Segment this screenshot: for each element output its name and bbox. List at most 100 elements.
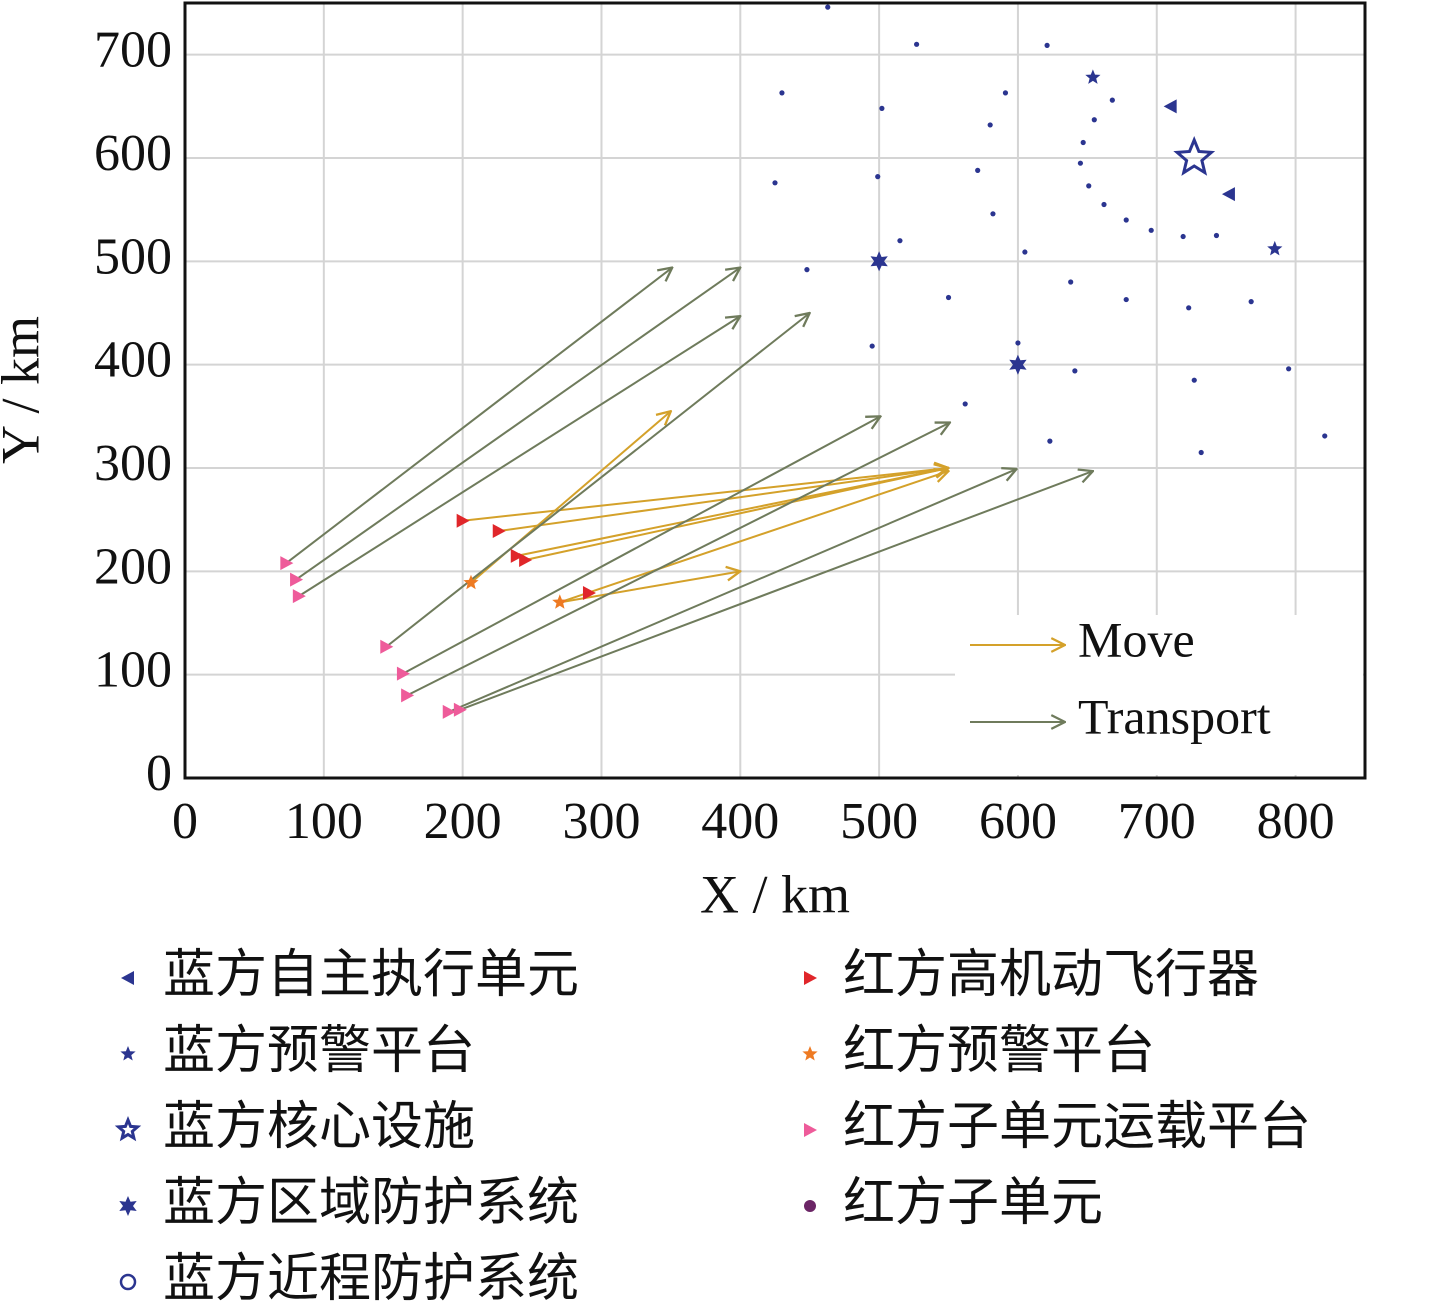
- x-tick-label: 300: [562, 793, 640, 850]
- point: [1267, 240, 1283, 256]
- point: [1047, 438, 1053, 444]
- legend-label: 蓝方近程防护系统: [163, 1249, 579, 1309]
- legend-marker: [804, 1123, 817, 1137]
- inner-legend: Move Transport: [970, 611, 1271, 744]
- point: [1015, 340, 1021, 346]
- point: [1044, 42, 1050, 48]
- point: [772, 180, 778, 186]
- y-tick-label: 400: [94, 332, 172, 389]
- point: [1077, 160, 1084, 166]
- legend-label: 红方子单元: [843, 1173, 1103, 1233]
- grid: [184, 3, 1365, 779]
- point: [1198, 449, 1204, 456]
- arrow: [459, 471, 1093, 711]
- point: [914, 41, 920, 47]
- point: [280, 556, 294, 571]
- point: [519, 552, 533, 567]
- arrow: [285, 268, 672, 564]
- point: [290, 572, 304, 587]
- y-tick-label: 700: [94, 22, 172, 79]
- point: [1180, 233, 1186, 240]
- legend-label: Move: [1078, 611, 1195, 667]
- point: [1086, 183, 1092, 189]
- inner-legend-box: [955, 615, 1363, 775]
- legend-marker: [804, 971, 817, 985]
- x-tick-label: 0: [172, 793, 198, 850]
- point: [1191, 377, 1197, 383]
- legend-marker: [120, 1046, 136, 1061]
- point: [875, 174, 881, 180]
- point: [975, 167, 981, 173]
- point: [1123, 217, 1129, 223]
- x-tick-label: 200: [424, 793, 502, 850]
- point: [1123, 296, 1129, 303]
- point: [1148, 227, 1154, 233]
- point: [962, 401, 968, 407]
- arrow: [498, 468, 949, 533]
- point: [870, 251, 888, 272]
- x-axis-label: X / km: [700, 864, 850, 924]
- point: [869, 343, 875, 349]
- legend-marker: [119, 1196, 137, 1216]
- point: [990, 211, 996, 217]
- point: [442, 704, 456, 719]
- point: [1286, 366, 1292, 372]
- arrow: [559, 571, 740, 604]
- point: [380, 639, 394, 654]
- point: [1080, 139, 1086, 146]
- axes: 0 100 200 300 400 500 600 700 800 0 100 200 300 400 50…: [94, 22, 1335, 850]
- point: [897, 238, 903, 244]
- point: [510, 548, 524, 563]
- arrow: [402, 416, 881, 675]
- point: [825, 4, 831, 10]
- point: [1085, 69, 1101, 84]
- point: [1002, 90, 1009, 96]
- y-tick-label: 600: [94, 125, 172, 182]
- legend-label: 蓝方自主执行单元: [163, 945, 579, 1005]
- arrow: [406, 423, 950, 697]
- legend-label: 红方预警平台: [843, 1021, 1155, 1081]
- point: [1322, 433, 1328, 439]
- legend-label: 红方子单元运载平台: [843, 1097, 1311, 1157]
- arrow: [448, 469, 1017, 713]
- y-tick-label: 100: [94, 642, 172, 699]
- point: [396, 666, 410, 681]
- point: [492, 524, 506, 539]
- point: [456, 513, 470, 528]
- point: [1248, 299, 1254, 305]
- point: [1186, 305, 1192, 311]
- point: [1213, 232, 1220, 239]
- x-tick-label: 700: [1118, 793, 1196, 850]
- arrow: [298, 316, 740, 597]
- point: [779, 90, 785, 96]
- arrow: [462, 468, 949, 522]
- point: [292, 589, 306, 604]
- point: [987, 122, 993, 128]
- x-tick-label: 600: [979, 793, 1057, 850]
- x-tick-label: 800: [1257, 793, 1335, 850]
- point: [1072, 368, 1078, 374]
- arrow: [559, 471, 949, 604]
- plot-marks: [280, 4, 1328, 719]
- legend-marker: [119, 1273, 137, 1291]
- legend-marker: [804, 1200, 816, 1212]
- point: [1022, 249, 1028, 255]
- legend-label: 蓝方核心设施: [163, 1097, 475, 1157]
- plot-frame: [183, 1, 1367, 780]
- point: [1101, 201, 1107, 208]
- legend-label: 蓝方区域防护系统: [163, 1173, 579, 1233]
- y-tick-label: 200: [94, 538, 172, 595]
- point: [463, 574, 479, 590]
- x-tick-label: 400: [701, 793, 779, 850]
- point: [1091, 117, 1097, 123]
- point: [1221, 187, 1235, 202]
- y-axis-label: Y / km: [0, 316, 50, 464]
- y-tick-label: 300: [94, 435, 172, 492]
- point: [945, 294, 952, 301]
- legend-label: Transport: [1078, 688, 1271, 744]
- legend-label: 红方高机动飞行器: [843, 945, 1259, 1005]
- point: [453, 702, 467, 717]
- point: [582, 586, 596, 601]
